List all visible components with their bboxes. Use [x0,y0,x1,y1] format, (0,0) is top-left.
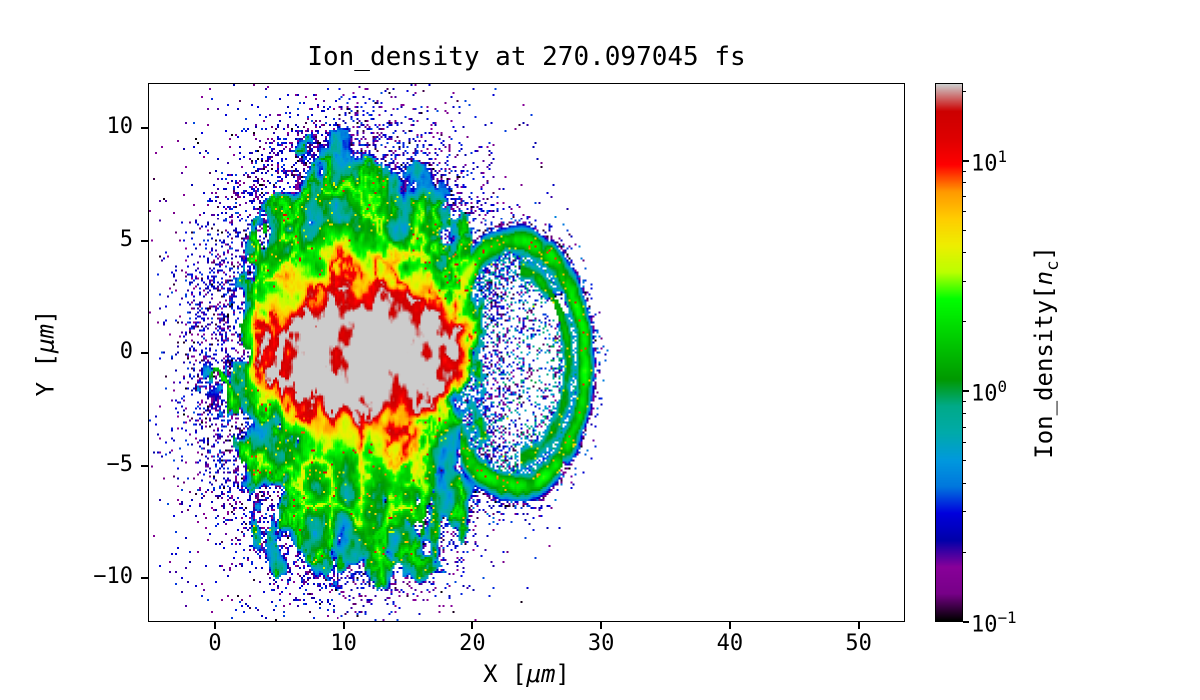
y-tick-mark [141,239,148,242]
x-tick-label: 50 [845,631,872,656]
x-label-math: μm [526,660,556,688]
colorbar-label-text: Ion_density[nc] [1030,246,1063,459]
colorbar-minor-tick [963,426,966,428]
colorbar-tick-mark [963,621,969,623]
x-tick-mark [857,622,860,629]
x-tick-label: 30 [587,631,615,656]
colorbar-tick-exp: 0 [997,377,1008,397]
y-tick-mark [141,127,148,129]
x-tick-label: 20 [459,631,486,656]
x-tick-mark [471,622,474,629]
plot-area [148,83,905,622]
colorbar-tick-exp: 1 [997,146,1008,166]
x-tick-mark [600,622,603,629]
x-axis-label: X [μm] [148,660,905,688]
colorbar-canvas [936,84,962,621]
colorbar-label-suffix: ] [1029,246,1058,261]
colorbar-label-var: n [1029,271,1058,286]
colorbar-tick-mark [963,159,969,162]
colorbar-minor-tick [963,195,966,197]
colorbar-minor-tick [963,90,966,92]
colorbar-minor-tick [963,229,966,231]
colorbar-tick-label: 10−1 [971,608,1017,637]
y-tick-mark [141,464,148,467]
colorbar-tick-base: 10 [971,150,998,176]
x-tick-mark [728,622,731,629]
colorbar-minor-tick [963,413,966,415]
colorbar-tick-mark [963,390,969,393]
x-tick-label: 0 [208,631,222,656]
colorbar-tick-base: 10 [971,612,998,638]
y-tick-mark [141,577,148,580]
colorbar-minor-tick [963,441,966,443]
colorbar-minor-tick [963,511,966,513]
x-tick-mark [213,622,216,629]
y-label-suffix: ] [31,309,59,324]
y-tick-label: −10 [93,564,133,590]
colorbar [935,83,963,622]
colorbar-minor-tick [963,460,966,462]
colorbar-minor-tick [963,321,966,323]
x-tick-mark [342,622,345,629]
heatmap-canvas [149,84,904,621]
chart-title: Ion_density at 270.097045 fs [307,42,746,72]
x-label-prefix: X [ [483,660,527,688]
x-label-suffix: ] [555,660,570,688]
colorbar-minor-tick [963,401,966,403]
colorbar-minor-tick [963,251,966,253]
colorbar-label-sub: c [1042,260,1063,271]
colorbar-label-prefix: Ion_density[ [1029,285,1058,459]
colorbar-tick-exp: −1 [997,608,1017,627]
colorbar-minor-tick [963,552,966,554]
y-tick-label: 10 [106,114,134,139]
y-tick-label: 0 [119,339,133,365]
colorbar-minor-tick [963,280,966,282]
colorbar-minor-tick [963,182,966,184]
y-tick-label: 5 [119,226,133,252]
x-tick-label: 40 [716,631,744,656]
y-tick-label: −5 [106,451,134,477]
colorbar-tick-label: 101 [971,147,1007,176]
colorbar-minor-tick [963,211,966,213]
colorbar-tick-label: 100 [971,377,1007,406]
x-tick-label: 10 [330,631,357,656]
colorbar-tick-base: 10 [971,381,998,407]
y-tick-mark [141,352,148,355]
colorbar-label: Ion_density[nc] [1022,83,1070,622]
colorbar-minor-tick [963,482,966,484]
colorbar-minor-tick [963,170,966,172]
